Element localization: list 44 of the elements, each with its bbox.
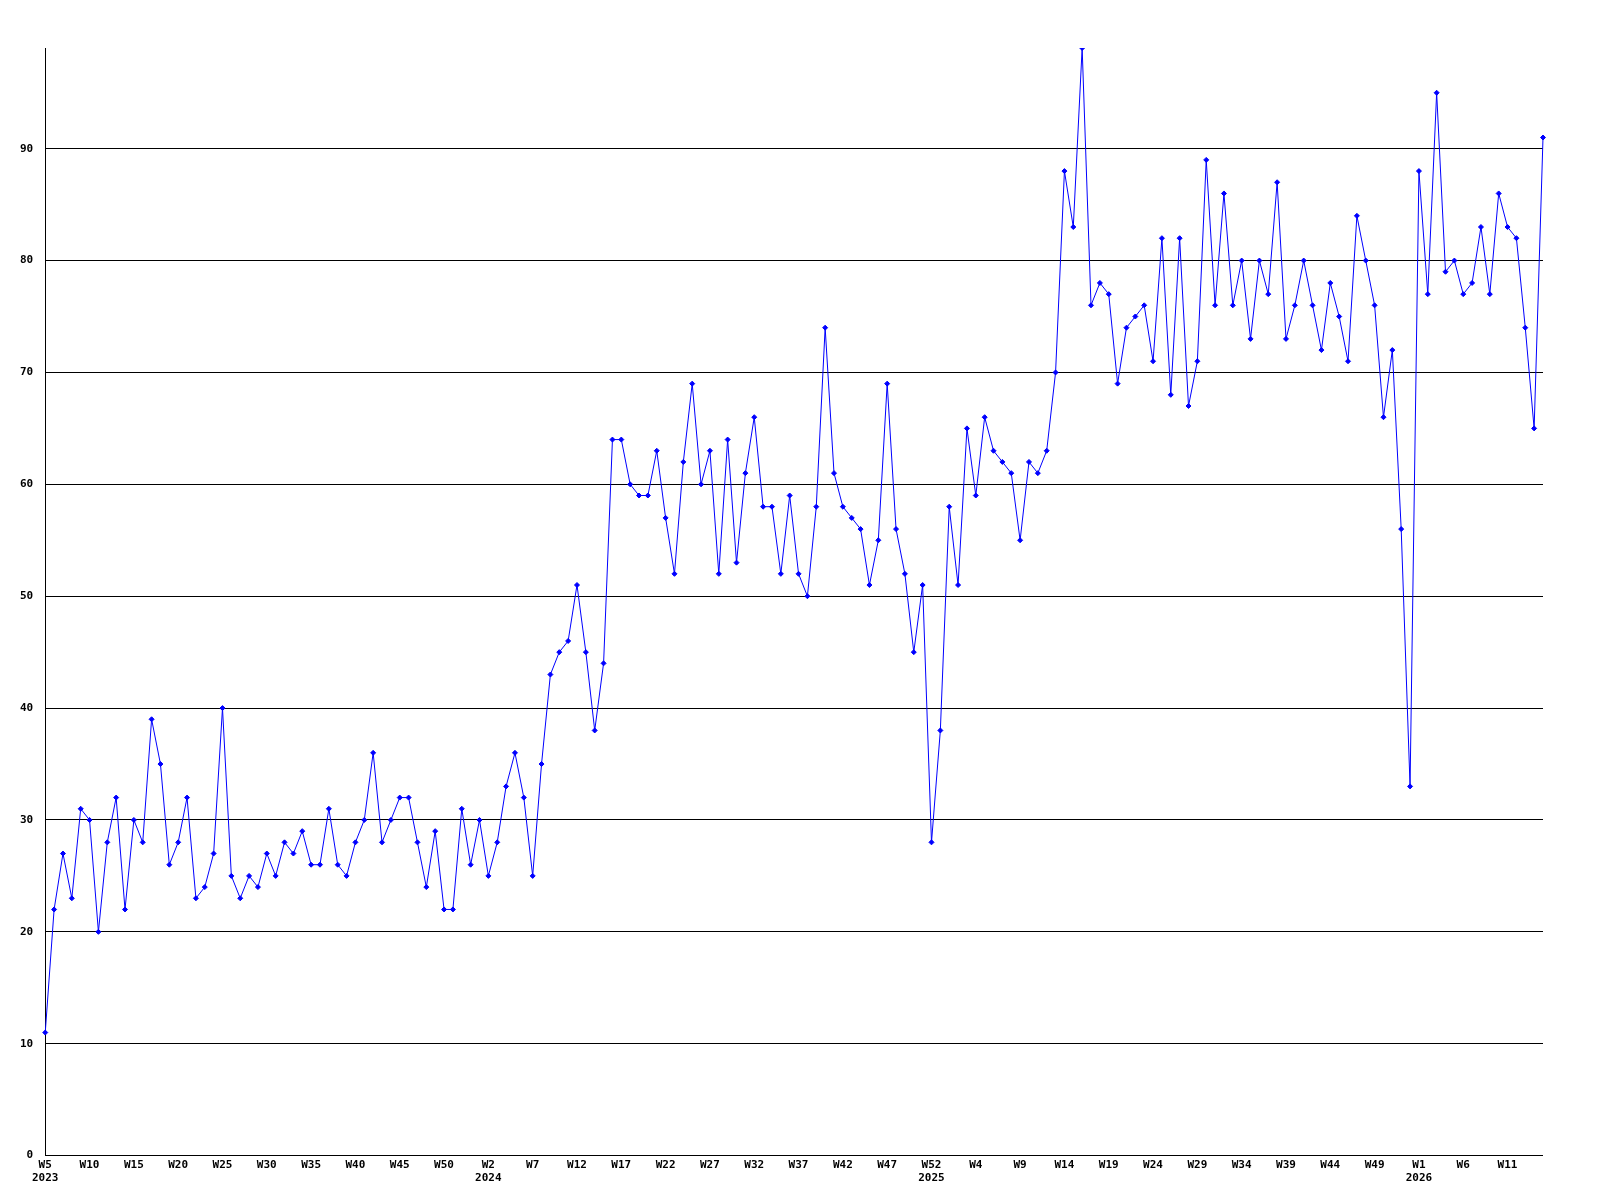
x-tick-label: W30 [256, 1158, 277, 1172]
x-tick-label: W24 [1143, 1158, 1164, 1172]
x-tick-label: W37 [788, 1158, 809, 1172]
x-tick-label: W45 [389, 1158, 410, 1172]
x-tick-label: W9 [1013, 1158, 1027, 1172]
x-tick-label: W47 [877, 1158, 898, 1172]
y-tick-label: 10 [20, 1036, 34, 1050]
x-tick-label: W52 2025 [918, 1158, 945, 1185]
x-tick-label: W25 [212, 1158, 233, 1172]
x-tick-label: W6 [1456, 1158, 1471, 1172]
x-tick-label: W44 [1320, 1158, 1341, 1172]
x-tick-label: W11 [1497, 1158, 1518, 1172]
x-tick-label: W12 [567, 1158, 587, 1172]
x-tick-label: W17 [611, 1158, 632, 1172]
y-tick-label: 30 [20, 812, 34, 826]
y-tick-label: 60 [20, 477, 34, 491]
y-tick-label: 20 [20, 924, 34, 938]
y-tick-label: 40 [20, 700, 34, 714]
x-tick-label: W10 [79, 1158, 100, 1172]
y-tick-label: 90 [20, 141, 34, 155]
y-tick-label: 50 [20, 589, 34, 603]
x-tick-label: W5 2023 [32, 1158, 59, 1185]
x-tick-label: W39 [1276, 1158, 1296, 1172]
x-tick-label: W1 2026 [1405, 1158, 1433, 1185]
x-tick-label: W40 [345, 1158, 366, 1172]
x-tick-label: W20 [168, 1158, 189, 1172]
x-tick-label: W4 [969, 1158, 983, 1172]
x-tick-label: W35 [301, 1158, 322, 1172]
x-tick-label: W50 [434, 1158, 454, 1172]
x-tick-label: W34 [1231, 1158, 1252, 1172]
x-tick-label: W29 [1187, 1158, 1208, 1172]
x-tick-label: W49 [1364, 1158, 1385, 1172]
x-tick-label: W15 [123, 1158, 144, 1172]
y-tick-label: 0 [26, 1148, 34, 1162]
x-tick-label: W7 [526, 1158, 540, 1172]
x-tick-label: W2 2024 [475, 1158, 502, 1185]
x-tick-label: W32 [744, 1158, 765, 1172]
x-tick-label: W42 [832, 1158, 853, 1172]
x-tick-label: W22 [655, 1158, 676, 1172]
x-tick-label: W27 [699, 1158, 720, 1172]
y-tick-label: 70 [20, 365, 34, 379]
y-tick-label: 80 [20, 253, 34, 267]
x-tick-label: W14 [1054, 1158, 1075, 1172]
x-tick-label: W19 [1098, 1158, 1119, 1172]
